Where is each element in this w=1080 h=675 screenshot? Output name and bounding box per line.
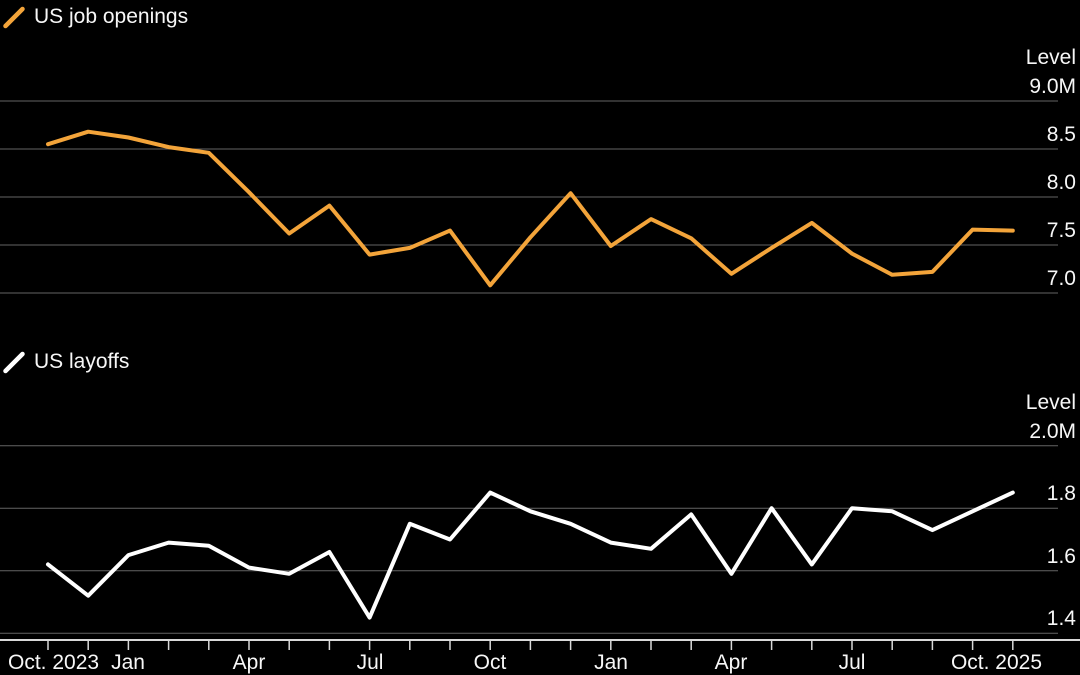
x-axis-label-apr-2025: Apr [714, 651, 748, 674]
y-tick-label: 7.5 [1046, 219, 1076, 242]
y-axis-unit-title-bottom: Level [1025, 391, 1076, 414]
layoffs-line-swatch-icon [3, 351, 25, 373]
x-axis-label-jan-2025: Jan [594, 651, 628, 674]
job-openings-swatch-stroke [3, 6, 25, 28]
y-tick-label: 9.0M [1029, 75, 1076, 98]
series-line-us-layoffs [46, 490, 1015, 620]
x-axis-label-oct-2024: Oct [473, 651, 507, 674]
y-tick-label: 1.4 [1046, 607, 1076, 630]
x-axis-label-apr-2024: Apr [232, 651, 266, 674]
legend-layoffs-label: US layoffs [34, 350, 130, 373]
x-axis-label-oct-2023: Oct. 2023 [8, 651, 100, 674]
legend-job-openings: US job openings [3, 4, 188, 29]
x-axis-label-oct-2025: Oct. 2025 [950, 651, 1042, 674]
legend-job-openings-label: US job openings [34, 5, 189, 28]
legend-layoffs: US layoffs [3, 349, 129, 374]
x-axis-label-jul-2024: Jul [356, 651, 384, 674]
y-tick-label: 2.0M [1029, 420, 1076, 443]
y-tick-label: 1.8 [1046, 482, 1076, 505]
y-tick-label: 7.0 [1046, 267, 1076, 290]
y-tick-label: 1.6 [1046, 545, 1076, 568]
y-tick-label: 8.0 [1046, 171, 1076, 194]
x-axis-label-jan-2024: Jan [111, 651, 145, 674]
y-tick-label: 8.5 [1046, 123, 1076, 146]
series-line-us-job-openings [46, 129, 1015, 288]
job-openings-line-swatch-icon [3, 6, 25, 28]
y-axis-unit-title-top: Level [1025, 46, 1076, 69]
layoffs-swatch-stroke [3, 351, 25, 373]
x-axis-label-jul-2025: Jul [838, 651, 866, 674]
